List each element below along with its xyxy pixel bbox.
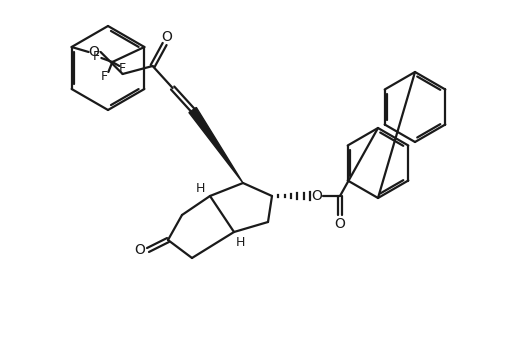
Text: F: F	[93, 51, 100, 63]
Text: H: H	[196, 183, 205, 195]
Text: O: O	[334, 217, 345, 231]
Text: O: O	[161, 30, 172, 44]
Text: H: H	[236, 237, 245, 249]
Text: F: F	[119, 61, 126, 74]
Text: O: O	[135, 243, 146, 257]
Polygon shape	[189, 108, 243, 183]
Text: O: O	[311, 189, 322, 203]
Text: F: F	[101, 69, 108, 83]
Text: O: O	[88, 45, 99, 59]
